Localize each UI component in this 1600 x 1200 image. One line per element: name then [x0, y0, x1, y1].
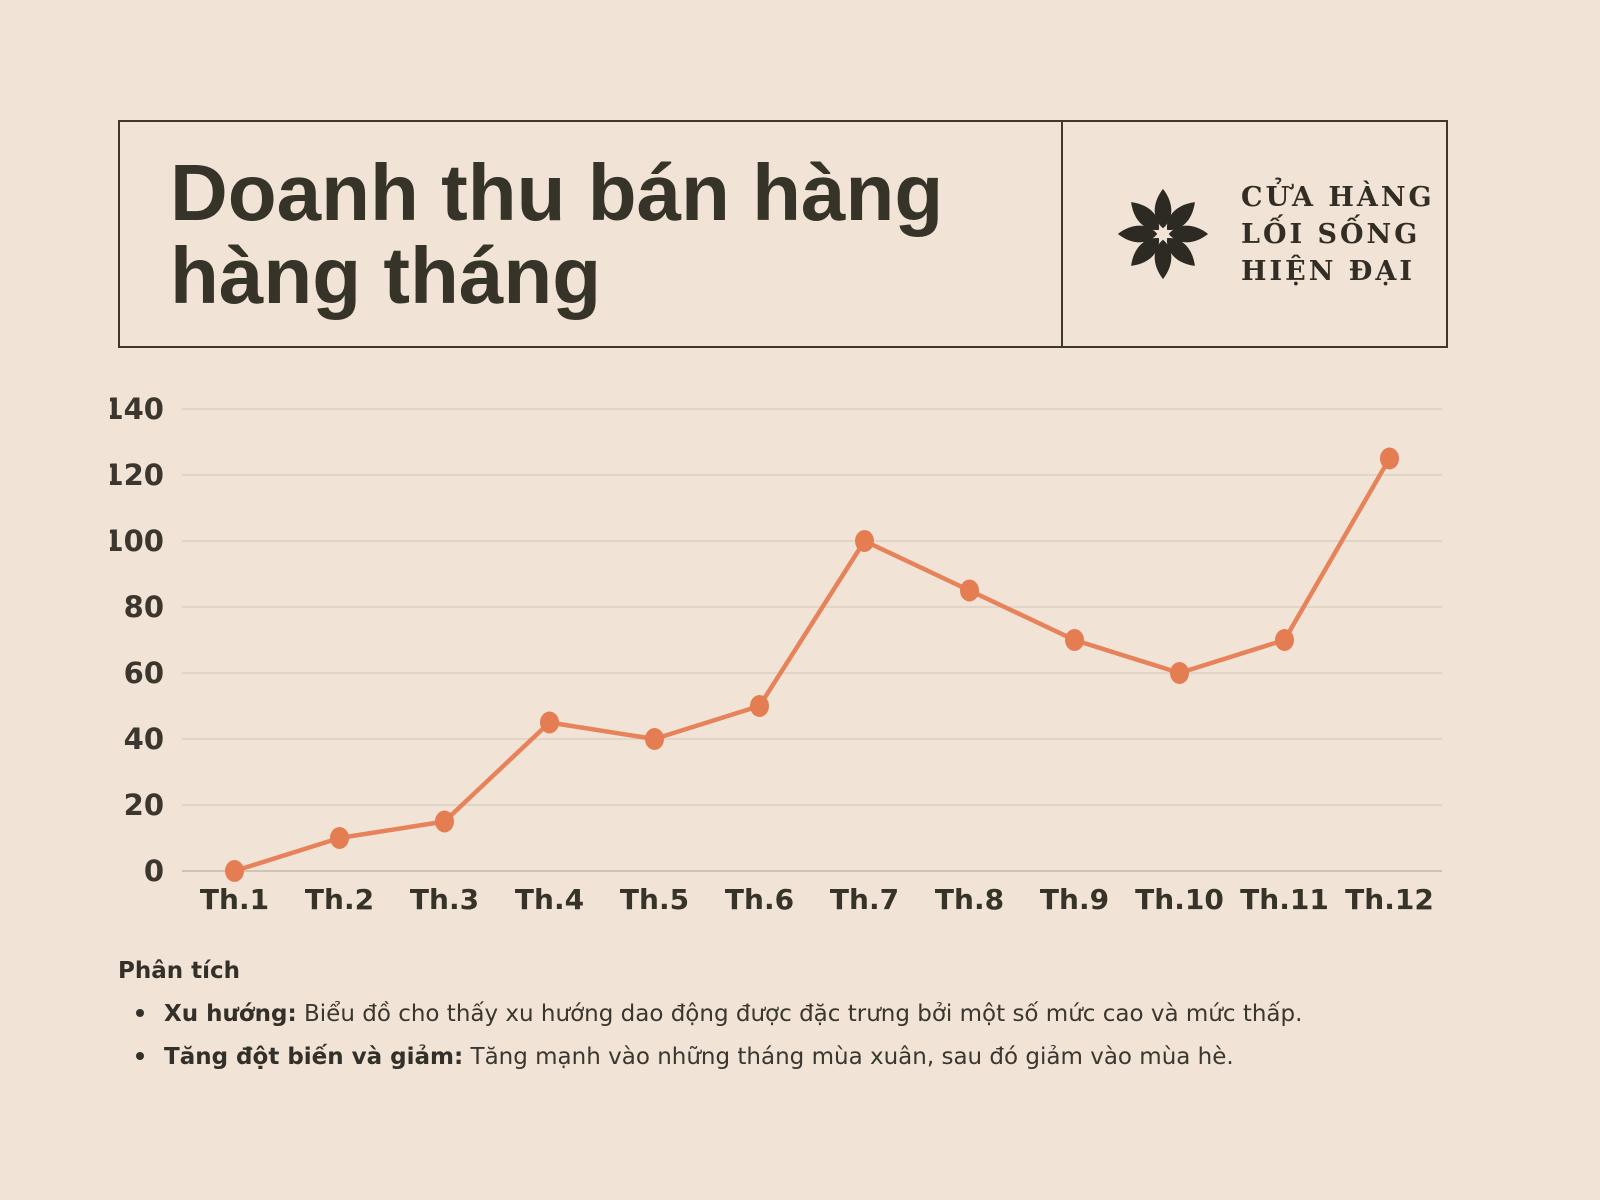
x-axis-tick-Th.4: Th.4	[515, 883, 584, 916]
analysis-item-text: Xu hướng: Biểu đồ cho thấy xu hướng dao …	[164, 1001, 1303, 1027]
page-title-line-1: Doanh thu bán hàng	[170, 147, 944, 237]
y-axis-tick-140: 140	[110, 392, 164, 426]
x-axis-tick-Th.10: Th.10	[1135, 883, 1224, 916]
x-axis-tick-Th.2: Th.2	[305, 883, 374, 916]
data-point-Th.8	[960, 579, 979, 602]
brand-name-line-1: CỬA HÀNG	[1241, 181, 1435, 213]
title-cell: Doanh thu bán hàng hàng tháng	[120, 122, 1061, 346]
data-point-Th.11	[1275, 629, 1294, 651]
analysis-list: Xu hướng: Biểu đồ cho thấy xu hướng dao …	[118, 1000, 1448, 1073]
y-axis-tick-100: 100	[110, 524, 164, 558]
y-axis-tick-80: 80	[124, 590, 164, 624]
brand-name: CỬA HÀNG LỐI SỐNG HIỆN ĐẠI	[1241, 179, 1435, 290]
y-axis-tick-0: 0	[144, 854, 164, 888]
x-axis-tick-Th.3: Th.3	[410, 883, 479, 916]
data-point-Th.7	[855, 530, 874, 552]
bullet-icon	[136, 1051, 144, 1060]
x-axis-tick-Th.12: Th.12	[1345, 883, 1434, 916]
flower-icon	[1117, 188, 1209, 280]
x-axis-tick-Th.5: Th.5	[620, 883, 689, 916]
y-axis-tick-20: 20	[124, 788, 164, 822]
x-axis-tick-Th.7: Th.7	[830, 883, 899, 916]
x-axis-tick-Th.8: Th.8	[935, 883, 1004, 916]
y-axis-tick-120: 120	[110, 458, 164, 492]
y-axis-tick-40: 40	[124, 722, 164, 756]
data-point-Th.9	[1065, 629, 1084, 651]
revenue-line	[232, 456, 1392, 874]
revenue-line-chart: 0 20 40 60 80 100 120 140 Th.1 Th.2 Th.3 Th.4 Th.5 Th…	[110, 382, 1460, 922]
flower-petals	[1117, 188, 1209, 280]
page-title-line-2: hàng tháng	[170, 231, 602, 320]
data-point-Th.10	[1170, 662, 1189, 684]
data-point-Th.4	[540, 711, 559, 734]
header-card: Doanh thu bán hàng hàng tháng CỬA HÀNG	[118, 120, 1448, 348]
analysis-item-trend: Xu hướng: Biểu đồ cho thấy xu hướng dao …	[118, 1000, 1448, 1030]
page-title: Doanh thu bán hàng hàng tháng	[170, 147, 944, 320]
analysis-item-spikes: Tăng đột biến và giảm: Tăng mạnh vào nhữ…	[118, 1043, 1448, 1073]
chart-svg: 0 20 40 60 80 100 120 140 Th.1 Th.2 Th.3 Th.4 Th.5 Th…	[110, 392, 1442, 916]
x-axis-tick-Th.9: Th.9	[1040, 883, 1109, 916]
x-axis-tick-Th.6: Th.6	[725, 883, 794, 916]
data-point-Th.1	[225, 860, 244, 882]
analysis-item-text: Tăng đột biến và giảm: Tăng mạnh vào nhữ…	[164, 1043, 1234, 1070]
analysis-heading: Phân tích	[118, 958, 241, 984]
bullet-icon	[136, 1009, 144, 1017]
brand-name-line-2: LỐI SỐNG	[1241, 218, 1421, 250]
data-point-Th.2	[330, 827, 349, 849]
analysis-section: Phân tích Xu hướng: Biểu đồ cho thấy xu …	[118, 958, 1448, 1086]
data-point-Th.12	[1380, 447, 1399, 470]
brand-block: CỬA HÀNG LỐI SỐNG HIỆN ĐẠI	[1061, 122, 1446, 346]
data-point-Th.3	[435, 810, 454, 833]
data-point-Th.5	[645, 728, 664, 750]
data-point-Th.6	[750, 695, 769, 717]
y-axis-tick-60: 60	[124, 656, 164, 690]
x-axis-tick-Th.11: Th.11	[1240, 883, 1329, 916]
x-axis-tick-Th.1: Th.1	[200, 883, 269, 916]
brand-name-line-3: HIỆN ĐẠI	[1241, 255, 1415, 287]
